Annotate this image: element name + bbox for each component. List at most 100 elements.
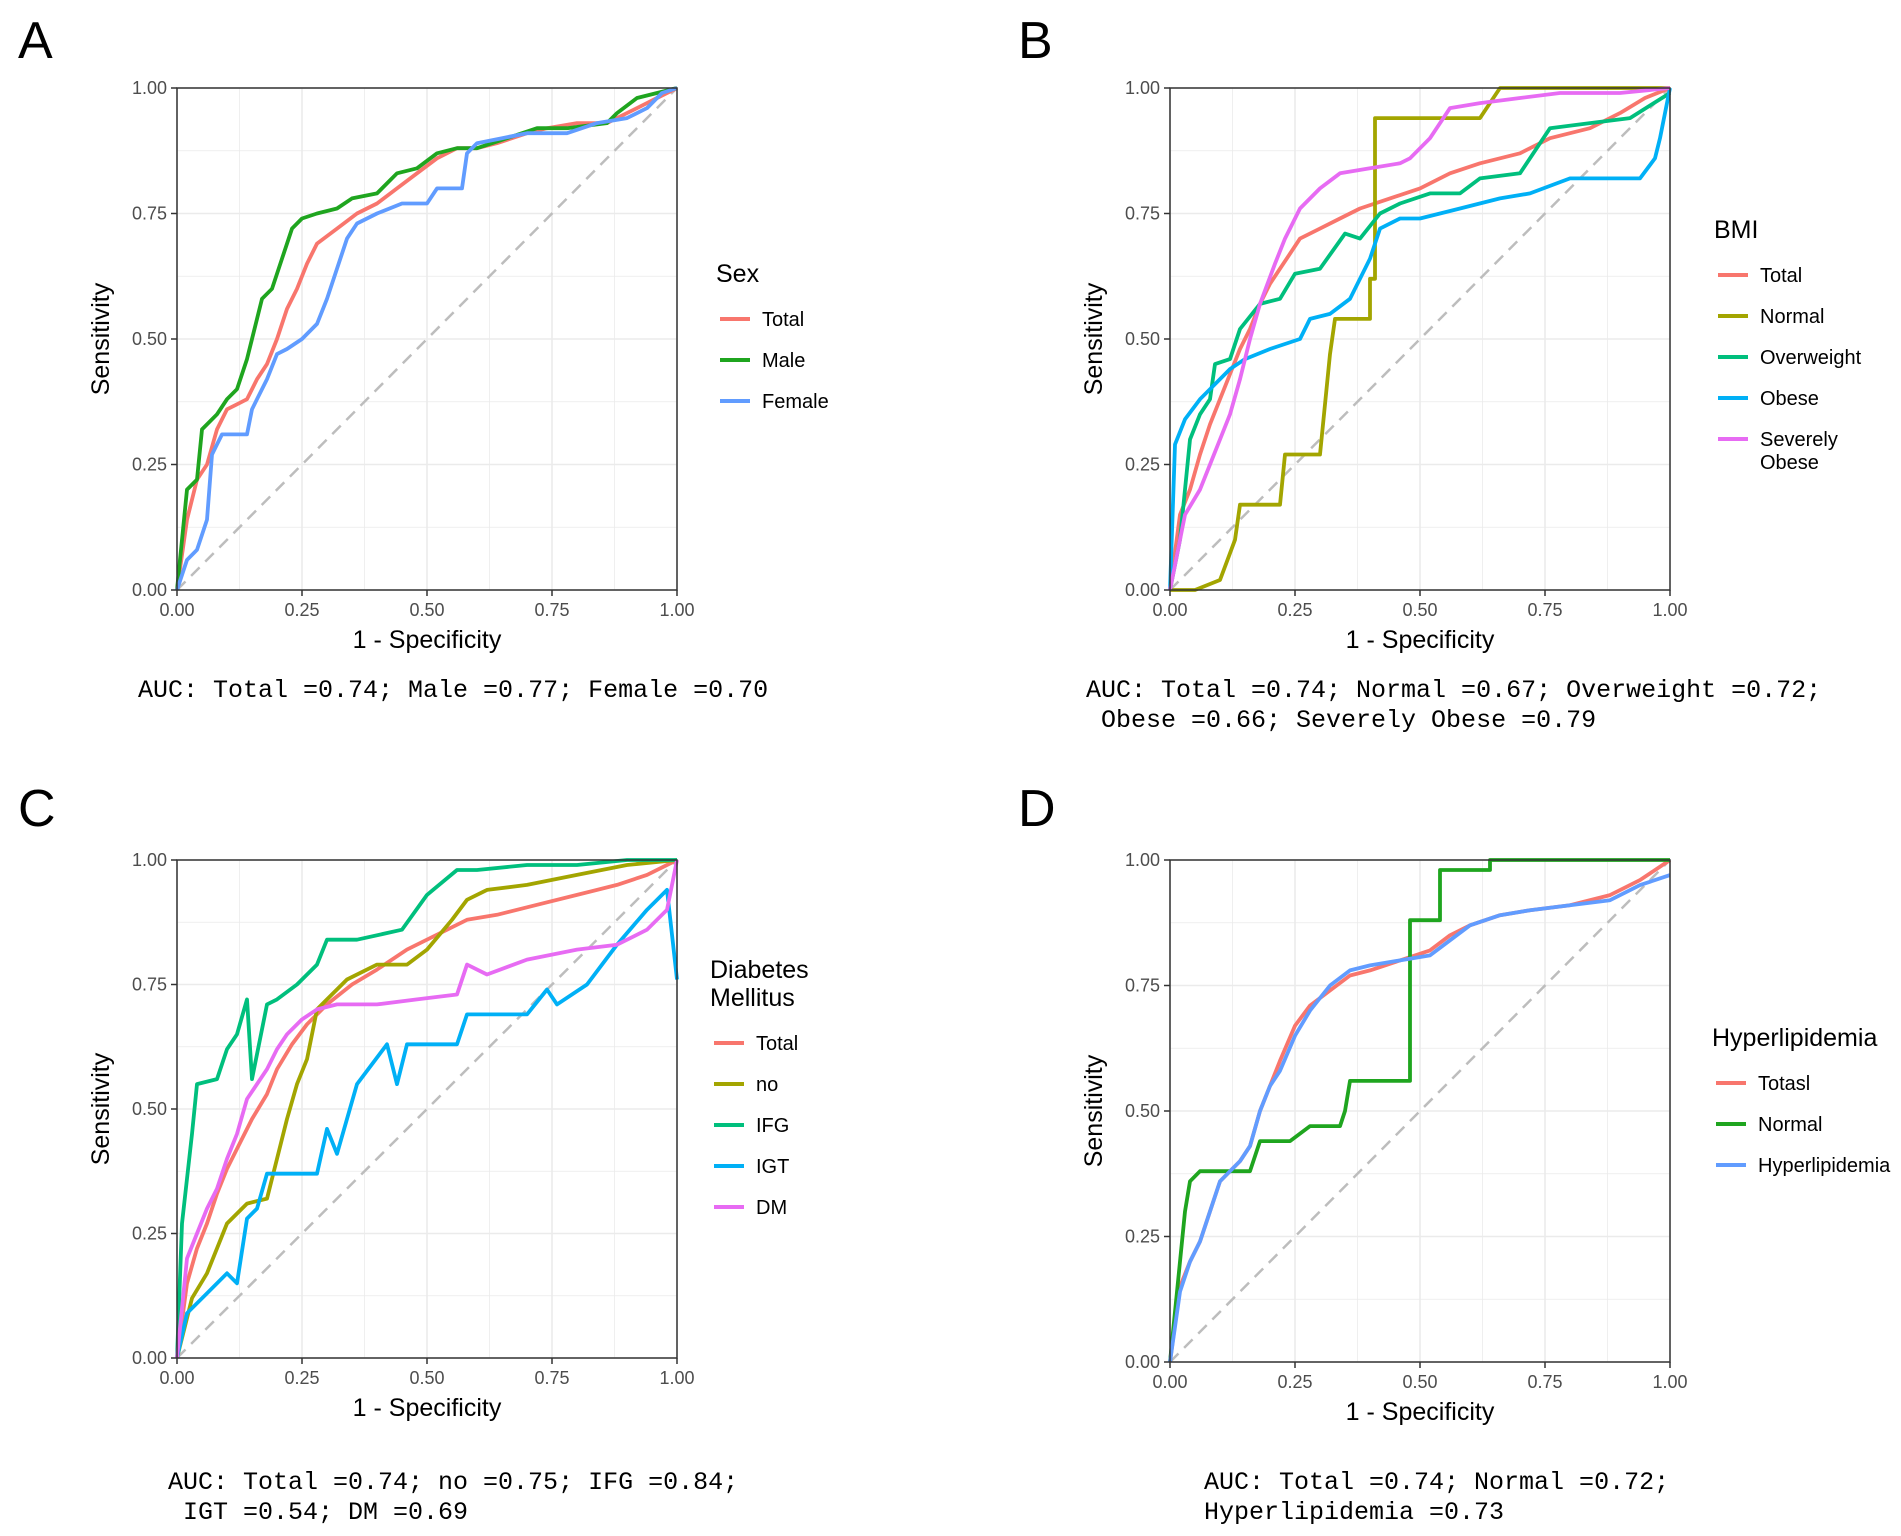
y-axis-title: Sensitivity <box>87 282 115 395</box>
x-tick-label: 1.00 <box>659 1368 694 1388</box>
roc-line-total <box>175 86 678 591</box>
x-tick-label: 0.75 <box>1527 1372 1562 1392</box>
roc-line-obese <box>1168 87 1672 591</box>
roc-line-dm <box>175 859 679 1359</box>
y-tick-label: 0.00 <box>132 1348 167 1368</box>
legend-title: BMI <box>1714 216 1758 244</box>
legend-label: Overweight <box>1760 347 1862 369</box>
y-tick-label: 0.25 <box>132 455 167 475</box>
y-axis-title: Sensitivity <box>87 1052 115 1165</box>
y-tick-label: 1.00 <box>1125 850 1160 870</box>
x-axis-title: 1 - Specificity <box>1346 1398 1495 1426</box>
roc-line-overweight <box>1168 91 1672 591</box>
legend-label: Obese <box>1760 452 1819 474</box>
roc-line-hyperlipidemia <box>1168 873 1671 1363</box>
y-tick-label: 0.25 <box>1125 1227 1160 1247</box>
y-axis-title: Sensitivity <box>1080 1054 1108 1167</box>
legend-label: IGT <box>756 1156 789 1178</box>
auc-caption-b: AUC: Total =0.74; Normal =0.67; Overweig… <box>1086 676 1822 735</box>
x-tick-label: 0.25 <box>284 1368 319 1388</box>
x-tick-label: 1.00 <box>659 600 694 620</box>
x-tick-label: 0.00 <box>1152 1372 1187 1392</box>
y-tick-label: 1.00 <box>132 78 167 98</box>
x-axis-title: 1 - Specificity <box>1346 626 1495 654</box>
legend-label: IFG <box>756 1115 789 1137</box>
panel-letter: A <box>18 12 53 70</box>
x-tick-label: 0.75 <box>1527 600 1562 620</box>
roc-chart-b: B 0.00 0.25 0.50 0.75 1.00 0.00 0.25 0.50 0.75 1.0… <box>1018 12 1862 654</box>
legend-label: no <box>756 1074 778 1096</box>
panel-c: C 0.00 0.25 0.50 0.75 1.00 0.00 0.25 0.50 0.75 1.0… <box>0 768 950 1536</box>
x-tick-label: 0.00 <box>1152 600 1187 620</box>
legend-label: Normal <box>1758 1114 1822 1136</box>
roc-line-ifg <box>175 858 677 1359</box>
roc-chart-c: C 0.00 0.25 0.50 0.75 1.00 0.00 0.25 0.50 0.75 1.0… <box>18 780 809 1422</box>
y-tick-label: 0.50 <box>132 1099 167 1119</box>
legend-title: Mellitus <box>710 984 795 1012</box>
grid <box>176 87 678 591</box>
y-tick-label: 0.50 <box>132 329 167 349</box>
x-tick-label: 0.50 <box>409 600 444 620</box>
x-tick-label: 0.50 <box>1402 600 1437 620</box>
legend: Hyperlipidemia Totasl Normal Hyperlipidemia <box>1712 1024 1891 1177</box>
y-tick-label: 0.50 <box>1125 329 1160 349</box>
y-tick-label: 0.75 <box>1125 204 1160 224</box>
panel-b: B 0.00 0.25 0.50 0.75 1.00 0.00 0.25 0.50 0.75 1.0… <box>1000 0 1901 768</box>
roc-line-normal <box>1168 858 1670 1363</box>
legend-label: Total <box>762 309 804 331</box>
roc-line-severely-obese <box>1168 86 1671 591</box>
x-tick-label: 1.00 <box>1652 600 1687 620</box>
x-tick-label: 0.25 <box>1277 1372 1312 1392</box>
x-tick-label: 0.50 <box>409 1368 444 1388</box>
roc-chart-a: A 0.00 0.25 0.50 0.75 1.00 0.00 0.25 0.50 0.75 1.0… <box>18 12 829 654</box>
reference-diagonal <box>1169 87 1671 591</box>
legend-title: Hyperlipidemia <box>1712 1024 1877 1052</box>
legend-label: Total <box>1760 265 1802 287</box>
legend-title: Diabetes <box>710 956 809 984</box>
reference-diagonal <box>1169 859 1671 1363</box>
panel-letter: D <box>1018 780 1056 838</box>
legend-label: Hyperlipidemia <box>1758 1155 1891 1177</box>
y-tick-label: 1.00 <box>1125 78 1160 98</box>
x-axis-title: 1 - Specificity <box>353 626 502 654</box>
y-tick-label: 0.25 <box>1125 455 1160 475</box>
roc-chart-d: D 0.00 0.25 0.50 0.75 1.00 0.00 0.25 0.50 0.75 1.0… <box>1018 780 1891 1426</box>
panel-letter: B <box>1018 12 1053 70</box>
legend-label: Severely <box>1760 429 1838 451</box>
roc-line-igt <box>175 888 679 1359</box>
y-tick-label: 0.75 <box>132 204 167 224</box>
roc-line-no <box>175 858 678 1359</box>
y-tick-label: 0.75 <box>132 975 167 995</box>
x-tick-label: 0.75 <box>534 600 569 620</box>
x-tick-label: 0.00 <box>159 1368 194 1388</box>
legend-title: Sex <box>716 260 760 288</box>
roc-line-female <box>175 86 678 591</box>
legend-label: Normal <box>1760 306 1824 328</box>
y-tick-label: 1.00 <box>132 850 167 870</box>
roc-line-normal <box>1170 86 1670 592</box>
x-tick-label: 0.50 <box>1402 1372 1437 1392</box>
reference-diagonal <box>176 859 678 1359</box>
legend-label: Totasl <box>1758 1073 1810 1095</box>
panel-d: D 0.00 0.25 0.50 0.75 1.00 0.00 0.25 0.50 0.75 1.0… <box>1000 768 1901 1536</box>
legend-label: Female <box>762 391 829 413</box>
y-tick-label: 0.00 <box>1125 1352 1160 1372</box>
y-tick-label: 0.00 <box>1125 580 1160 600</box>
y-axis-title: Sensitivity <box>1080 282 1108 395</box>
legend-label: Male <box>762 350 805 372</box>
y-tick-label: 0.50 <box>1125 1101 1160 1121</box>
y-tick-label: 0.00 <box>132 580 167 600</box>
legend-label: DM <box>756 1197 787 1219</box>
x-tick-label: 0.00 <box>159 600 194 620</box>
x-tick-label: 0.25 <box>284 600 319 620</box>
auc-caption-c: AUC: Total =0.74; no =0.75; IFG =0.84; I… <box>168 1468 739 1527</box>
reference-diagonal <box>176 87 678 591</box>
panel-a: A 0.00 0.25 0.50 0.75 1.00 0.00 0.25 0.50 0.75 1.0… <box>0 0 950 768</box>
panel-letter: C <box>18 780 56 838</box>
legend-label: Total <box>756 1033 798 1055</box>
auc-caption-a: AUC: Total =0.74; Male =0.77; Female =0.… <box>138 676 769 705</box>
legend: BMITotalNormalOverweightObeseSeverelyObe… <box>1714 216 1862 474</box>
x-axis-title: 1 - Specificity <box>353 1394 502 1422</box>
